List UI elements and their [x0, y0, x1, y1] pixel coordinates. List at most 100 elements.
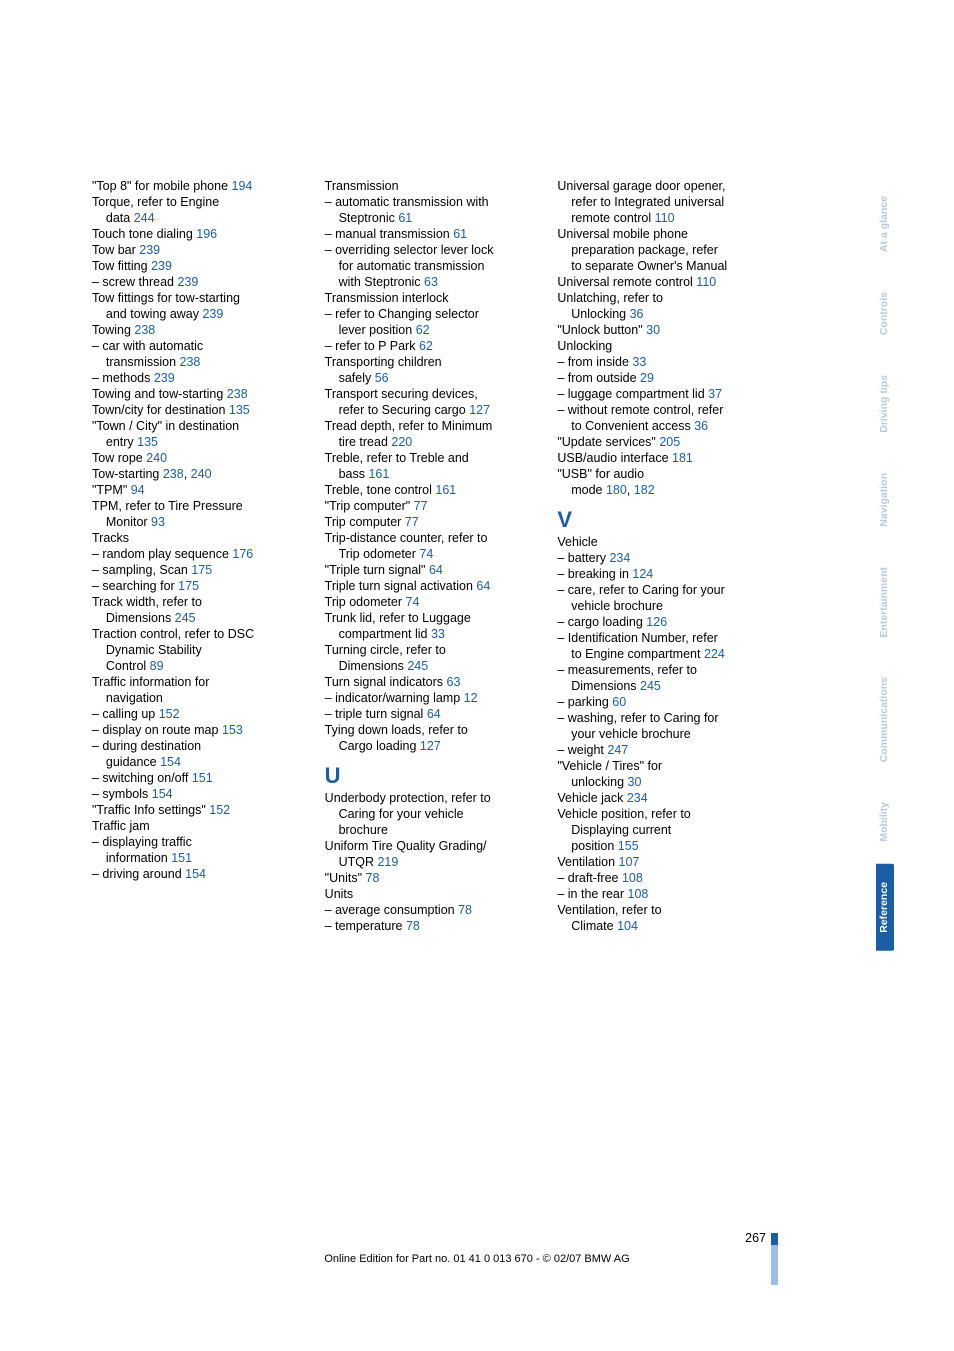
- page-ref[interactable]: 238: [227, 387, 248, 401]
- page-ref[interactable]: 74: [419, 547, 433, 561]
- page-ref[interactable]: 240: [146, 451, 167, 465]
- page-ref[interactable]: 151: [192, 771, 213, 785]
- page-ref[interactable]: 245: [640, 679, 661, 693]
- tab-reference[interactable]: Reference: [876, 864, 894, 951]
- page-ref[interactable]: 152: [159, 707, 180, 721]
- page-ref[interactable]: 135: [137, 435, 158, 449]
- page-ref[interactable]: 234: [609, 551, 630, 565]
- page-ref[interactable]: 152: [209, 803, 230, 817]
- page-ref[interactable]: 196: [196, 227, 217, 241]
- tab-controls[interactable]: Controls: [876, 274, 894, 353]
- page-ref[interactable]: 36: [694, 419, 708, 433]
- page-ref[interactable]: 239: [139, 243, 160, 257]
- page-ref[interactable]: 238: [134, 323, 155, 337]
- page-ref[interactable]: 108: [622, 871, 643, 885]
- page-ref[interactable]: 154: [160, 755, 181, 769]
- page-ref[interactable]: 239: [177, 275, 198, 289]
- page-ref[interactable]: 234: [627, 791, 648, 805]
- tab-driving-tips[interactable]: Driving tips: [876, 357, 894, 451]
- page-ref[interactable]: 194: [232, 179, 253, 193]
- entry-text: Traffic information for: [92, 675, 209, 689]
- page-ref[interactable]: 224: [704, 647, 725, 661]
- page-ref[interactable]: 33: [431, 627, 445, 641]
- page-ref[interactable]: 29: [640, 371, 654, 385]
- page-ref[interactable]: 74: [406, 595, 420, 609]
- entry-text: refer to Integrated universal: [557, 195, 724, 209]
- page-ref[interactable]: 30: [646, 323, 660, 337]
- page-ref[interactable]: 238: [180, 355, 201, 369]
- page-ref[interactable]: 175: [178, 579, 199, 593]
- page-ref[interactable]: 64: [429, 563, 443, 577]
- tab-at-a-glance[interactable]: At a glance: [876, 178, 894, 270]
- page-ref[interactable]: 153: [222, 723, 243, 737]
- page-ref[interactable]: 161: [368, 467, 389, 481]
- page-ref[interactable]: 110: [696, 275, 716, 289]
- page-ref[interactable]: 94: [131, 483, 145, 497]
- page-ref[interactable]: 238: [163, 467, 184, 481]
- page-ref[interactable]: 93: [151, 515, 165, 529]
- index-entry: Transport securing devices,: [325, 386, 540, 402]
- page-ref[interactable]: 77: [414, 499, 428, 513]
- page-ref[interactable]: 108: [628, 887, 649, 901]
- page-ref[interactable]: 61: [398, 211, 412, 225]
- page-ref[interactable]: 33: [632, 355, 646, 369]
- index-entry: position 155: [557, 838, 772, 854]
- tab-mobility[interactable]: Mobility: [876, 784, 894, 860]
- page-ref[interactable]: 124: [632, 567, 653, 581]
- index-entry: – breaking in 124: [557, 566, 772, 582]
- page-ref[interactable]: 64: [476, 579, 490, 593]
- page-ref[interactable]: 126: [646, 615, 667, 629]
- page-ref[interactable]: 182: [634, 483, 655, 497]
- page-ref[interactable]: 135: [229, 403, 250, 417]
- page-ref[interactable]: 63: [447, 675, 461, 689]
- index-entry: Ventilation 107: [557, 854, 772, 870]
- tab-communications[interactable]: Communications: [876, 659, 894, 780]
- page-ref[interactable]: 37: [708, 387, 722, 401]
- page-ref[interactable]: 239: [154, 371, 175, 385]
- index-entry: – Identification Number, refer: [557, 630, 772, 646]
- page-ref[interactable]: 77: [405, 515, 419, 529]
- page-ref[interactable]: 78: [458, 903, 472, 917]
- page-ref[interactable]: 247: [607, 743, 628, 757]
- page-ref[interactable]: 60: [612, 695, 626, 709]
- page-ref[interactable]: 154: [185, 867, 206, 881]
- page-ref[interactable]: 244: [134, 211, 155, 225]
- page-ref[interactable]: 107: [619, 855, 640, 869]
- page-ref[interactable]: 127: [420, 739, 441, 753]
- entry-text: Ventilation, refer to: [557, 903, 661, 917]
- page-ref[interactable]: 181: [672, 451, 693, 465]
- page-ref[interactable]: 239: [151, 259, 172, 273]
- page-ref[interactable]: 239: [202, 307, 223, 321]
- page-ref[interactable]: 155: [618, 839, 639, 853]
- page-ref[interactable]: 64: [427, 707, 441, 721]
- entry-text: "Triple turn signal": [325, 563, 429, 577]
- page-ref[interactable]: 104: [617, 919, 638, 933]
- page-ref[interactable]: 78: [406, 919, 420, 933]
- page-ref[interactable]: 151: [171, 851, 192, 865]
- page-ref[interactable]: 180: [606, 483, 627, 497]
- page-ref[interactable]: 161: [435, 483, 456, 497]
- page-ref[interactable]: 63: [424, 275, 438, 289]
- page-ref[interactable]: 30: [628, 775, 642, 789]
- tab-navigation[interactable]: Navigation: [876, 455, 894, 545]
- page-ref[interactable]: 219: [377, 855, 398, 869]
- page-ref[interactable]: 205: [659, 435, 680, 449]
- page-ref[interactable]: 89: [150, 659, 164, 673]
- page-ref[interactable]: 220: [391, 435, 412, 449]
- page-ref[interactable]: 62: [416, 323, 430, 337]
- page-ref[interactable]: 240: [191, 467, 212, 481]
- page-ref[interactable]: 154: [152, 787, 173, 801]
- tab-entertainment[interactable]: Entertainment: [876, 549, 894, 656]
- page-ref[interactable]: 12: [464, 691, 478, 705]
- page-ref[interactable]: 245: [175, 611, 196, 625]
- page-ref[interactable]: 127: [469, 403, 490, 417]
- page-ref[interactable]: 78: [366, 871, 380, 885]
- page-ref[interactable]: 245: [407, 659, 428, 673]
- page-ref[interactable]: 56: [375, 371, 389, 385]
- page-ref[interactable]: 110: [655, 211, 675, 225]
- page-ref[interactable]: 61: [453, 227, 467, 241]
- page-ref[interactable]: 176: [232, 547, 253, 561]
- page-ref[interactable]: 175: [191, 563, 212, 577]
- page-ref[interactable]: 36: [630, 307, 644, 321]
- page-ref[interactable]: 62: [419, 339, 433, 353]
